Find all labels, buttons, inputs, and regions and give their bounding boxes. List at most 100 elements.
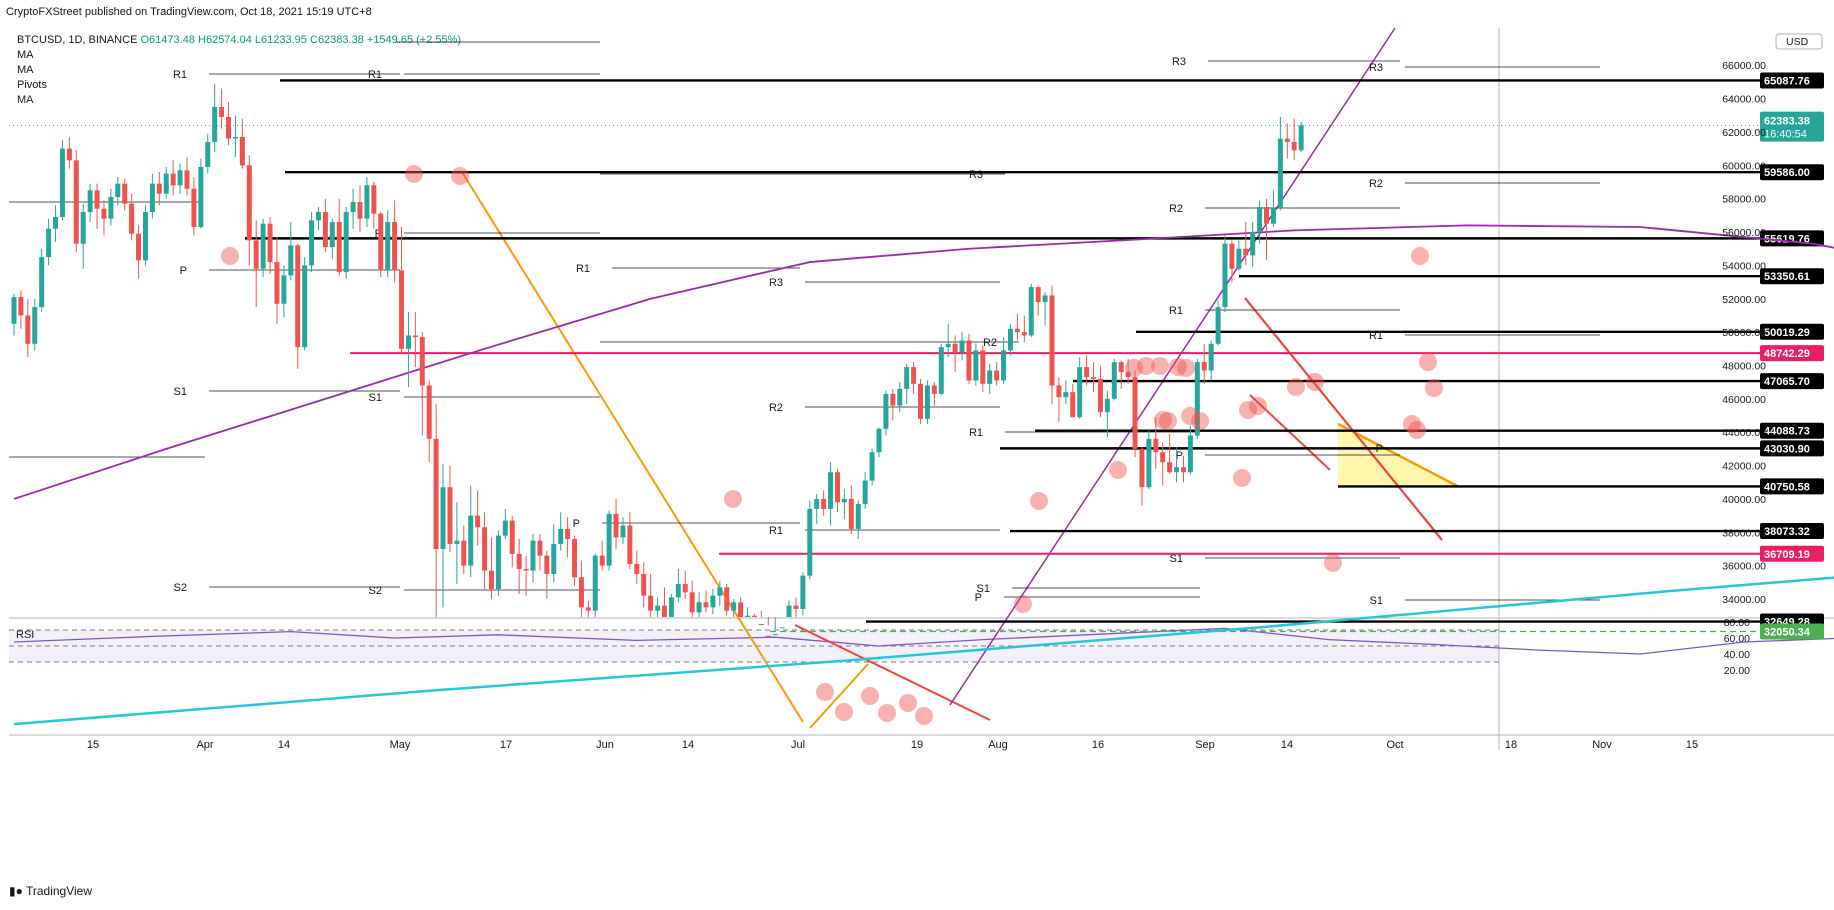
x-tick-label: Apr xyxy=(196,739,213,751)
candle-body xyxy=(544,555,550,574)
candle-body xyxy=(634,563,640,574)
candle-body xyxy=(911,367,917,384)
red-flag-line xyxy=(1249,394,1331,471)
y-tick-label: 62000.00 xyxy=(1722,127,1766,139)
candle-body xyxy=(191,188,197,228)
level-badge xyxy=(1760,523,1824,540)
level-badge xyxy=(1760,345,1824,362)
pivot-label: R1 xyxy=(969,427,983,439)
level-value: 43030.90 xyxy=(1764,443,1810,455)
candle-body xyxy=(447,487,453,544)
candle-body xyxy=(343,212,349,273)
level-badge xyxy=(1760,164,1824,181)
x-tick-label: 19 xyxy=(911,739,923,751)
candle-body xyxy=(848,498,854,529)
candle-body xyxy=(329,222,335,248)
candle-body xyxy=(682,583,688,593)
highlight-marker xyxy=(1191,412,1209,430)
candle-body xyxy=(1111,362,1117,399)
candle-body xyxy=(142,212,148,261)
pivot-label: P xyxy=(1176,450,1183,462)
candle-body xyxy=(115,183,121,198)
candle-body xyxy=(661,605,667,617)
highlight-marker xyxy=(1137,357,1155,375)
candle-body xyxy=(488,570,494,589)
pivot-label: R1 xyxy=(576,263,590,275)
x-tick-label: 16 xyxy=(1092,739,1104,751)
candle-body xyxy=(814,498,820,509)
candle-body xyxy=(1042,295,1048,303)
candle-body xyxy=(1174,467,1180,473)
candle-body xyxy=(1277,138,1283,209)
candle-body xyxy=(1097,378,1103,413)
candle-body xyxy=(994,370,1000,381)
candle-body xyxy=(170,173,176,186)
currency-badge xyxy=(1775,33,1823,50)
time-axis: 15 Apr 14 May 17 Jun 14 Jul 19 Aug 16 Sep 14 Oct 18 Nov… xyxy=(87,739,1698,751)
indicator-ma-1[interactable]: MA xyxy=(17,49,34,61)
highlight-marker xyxy=(1154,411,1172,429)
candle-body xyxy=(385,222,391,271)
pivot-label: R3 xyxy=(769,277,783,289)
candle-body xyxy=(239,136,245,166)
candle-body xyxy=(1125,372,1131,378)
y-tick-label: 64000.00 xyxy=(1722,94,1766,106)
candle-body xyxy=(399,270,405,349)
candle-body xyxy=(1270,208,1276,224)
y-tick-label: 66000.00 xyxy=(1722,60,1766,72)
highlight-marker xyxy=(405,165,423,183)
candle-body xyxy=(883,393,889,429)
candle-body xyxy=(468,515,474,566)
pivot-label: P xyxy=(180,265,187,277)
level-value: 47065.70 xyxy=(1764,376,1810,388)
ohlc-values: O61473.48 H62574.04 L61233.95 C62383.38 … xyxy=(140,34,462,46)
candle-body xyxy=(73,160,79,244)
y-tick-label: 34000.00 xyxy=(1722,594,1766,606)
candle-body xyxy=(689,592,695,613)
candle-body xyxy=(807,508,813,576)
x-tick-label: May xyxy=(390,739,411,751)
x-tick-label: 17 xyxy=(500,739,512,751)
highlight-marker xyxy=(816,683,834,701)
candle-body xyxy=(523,568,529,571)
highlight-marker xyxy=(1425,379,1443,397)
indicator-pivots[interactable]: Pivots xyxy=(17,79,47,91)
red-downtrend-line xyxy=(1244,297,1443,541)
highlight-marker xyxy=(1151,357,1169,375)
purple-uptrend-line xyxy=(949,27,1396,706)
candle-body xyxy=(1215,307,1221,344)
level-value: 48742.29 xyxy=(1764,348,1810,360)
candle-body xyxy=(648,595,654,611)
high-value: 62574.04 xyxy=(205,34,252,46)
candle-body xyxy=(551,543,557,574)
candle-body xyxy=(440,487,446,549)
rsi-title: RSI xyxy=(16,629,34,641)
highlight-marker xyxy=(1249,397,1267,415)
candle-body xyxy=(1063,392,1069,398)
highlight-marker xyxy=(221,247,239,265)
candle-body xyxy=(232,136,238,139)
pivot-label: R3 xyxy=(1369,62,1383,74)
highlight-marker xyxy=(1419,353,1437,371)
candle-body xyxy=(675,583,681,598)
candle-body xyxy=(1194,362,1200,436)
candle-body xyxy=(855,503,861,529)
candle-body xyxy=(1243,248,1249,256)
level-value: 32050.34 xyxy=(1764,627,1811,639)
pivot-label: R1 xyxy=(173,69,187,81)
pivot-label: P xyxy=(573,518,580,530)
x-tick-label: Jun xyxy=(596,739,614,751)
level-value: 65087.76 xyxy=(1764,75,1810,87)
indicator-ma-2[interactable]: MA xyxy=(17,64,34,76)
highlight-marker xyxy=(835,703,853,721)
candle-body xyxy=(1284,138,1290,142)
low-value: 61233.95 xyxy=(261,34,307,46)
candle-body xyxy=(751,615,757,617)
level-badge xyxy=(1760,422,1824,439)
y-tick-label: 52000.00 xyxy=(1722,294,1766,306)
indicator-ma-3[interactable]: MA xyxy=(17,94,34,106)
footer-brand: ▮● TradingView xyxy=(9,884,92,898)
candle-body xyxy=(177,170,183,186)
candle-body xyxy=(426,385,432,439)
